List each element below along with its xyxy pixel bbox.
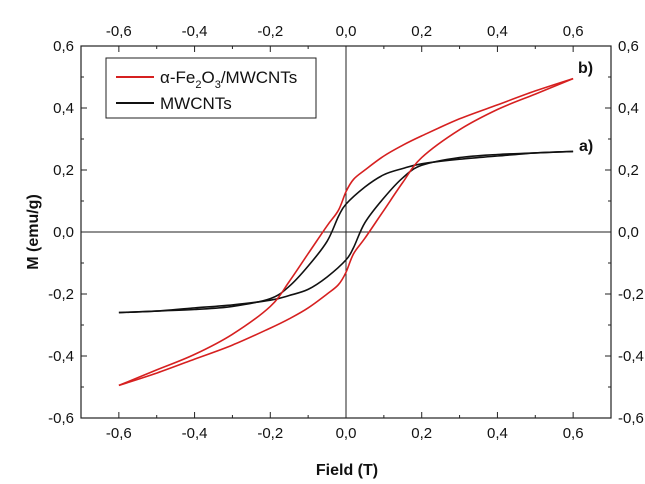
series-fe2o3-mwcnts-branch-ascending bbox=[118, 77, 574, 387]
y-tick-label-left: -0,2 bbox=[48, 286, 74, 303]
legend-label-mwcnts: MWCNTs bbox=[160, 94, 232, 113]
x-tick-label-bottom: 0,4 bbox=[487, 425, 508, 442]
x-tick-label-bottom: -0,2 bbox=[257, 425, 283, 442]
y-tick-label-right: 0,6 bbox=[618, 38, 639, 55]
x-tick-label-bottom: -0,4 bbox=[182, 425, 208, 442]
series-mwcnts-branch-descending bbox=[118, 150, 574, 314]
x-tick-label-top: -0,6 bbox=[106, 23, 132, 40]
x-tick-label-bottom: 0,6 bbox=[563, 425, 584, 442]
y-tick-label-right: -0,2 bbox=[618, 286, 644, 303]
x-tick-label-top: 0,0 bbox=[336, 23, 357, 40]
y-axis-title: M (emu/g) bbox=[25, 194, 42, 270]
x-tick-label-top: -0,2 bbox=[257, 23, 283, 40]
y-tick-label-left: 0,0 bbox=[53, 224, 74, 241]
x-tick-label-top: 0,4 bbox=[487, 23, 508, 40]
y-tick-label-right: 0,0 bbox=[618, 224, 639, 241]
x-tick-label-top: 0,6 bbox=[563, 23, 584, 40]
y-tick-label-left: 0,4 bbox=[53, 100, 74, 117]
legend-box bbox=[105, 57, 317, 119]
x-tick-label-bottom: -0,6 bbox=[106, 425, 132, 442]
y-tick-label-right: -0,4 bbox=[618, 348, 644, 365]
y-tick-label-left: 0,2 bbox=[53, 162, 74, 179]
y-tick-label-right: 0,4 bbox=[618, 100, 639, 117]
series-mwcnts-branch-ascending bbox=[118, 150, 574, 314]
curve-label-a: a) bbox=[579, 138, 593, 155]
x-tick-label-top: -0,4 bbox=[182, 23, 208, 40]
legend: α-Fe2O3/MWCNTs MWCNTs bbox=[105, 57, 317, 119]
y-tick-label-right: 0,2 bbox=[618, 162, 639, 179]
curve-label-b: b) bbox=[578, 60, 593, 77]
y-tick-label-left: -0,6 bbox=[48, 410, 74, 427]
y-tick-label-right: -0,6 bbox=[618, 410, 644, 427]
y-tick-label-left: -0,4 bbox=[48, 348, 74, 365]
x-tick-label-top: 0,2 bbox=[411, 23, 432, 40]
legend-label-fe2o3: α-Fe2O3/MWCNTs bbox=[160, 68, 297, 91]
y-tick-label-left: 0,6 bbox=[53, 38, 74, 55]
x-axis-title: Field (T) bbox=[316, 462, 378, 479]
x-tick-label-bottom: 0,2 bbox=[411, 425, 432, 442]
series-fe2o3-mwcnts-branch-descending bbox=[118, 77, 574, 387]
x-tick-label-bottom: 0,0 bbox=[336, 425, 357, 442]
